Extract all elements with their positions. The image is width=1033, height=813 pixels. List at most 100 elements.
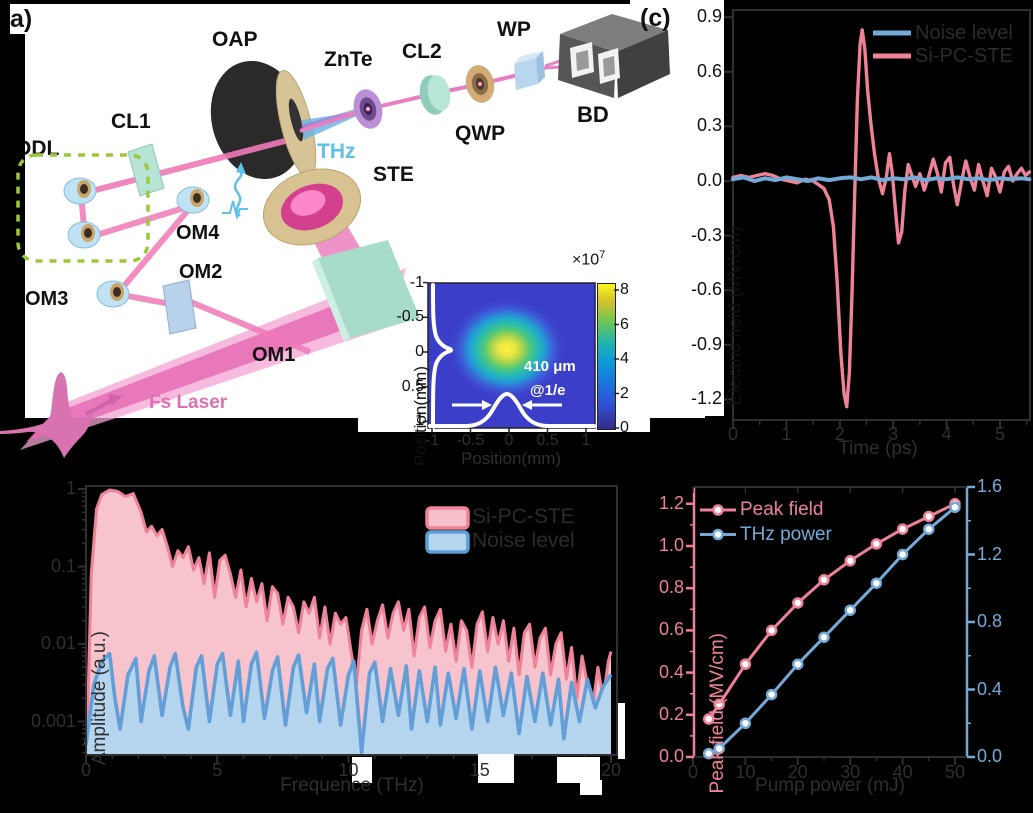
white-artifact xyxy=(352,757,372,783)
tick-label: 0 xyxy=(620,419,629,436)
pump-beam-core xyxy=(26,280,400,442)
thz-beam-focused xyxy=(302,110,370,140)
oap-hole xyxy=(288,98,304,142)
tick-label: 4 xyxy=(620,350,629,367)
label-om1: OM1 xyxy=(252,344,296,366)
label-ste: STE xyxy=(373,163,414,186)
marker-thz-power xyxy=(949,501,961,513)
marker-thz-power xyxy=(844,604,856,616)
axis-label-pump-power: Pump power (mJ) xyxy=(755,775,905,796)
tick-label: 10 xyxy=(338,760,359,780)
tick-label: 5 xyxy=(212,760,223,780)
tick-label: 1 xyxy=(415,412,424,430)
tick-label: 0.6 xyxy=(696,60,722,81)
figure-edge-strip xyxy=(0,34,25,426)
marker-thz-power xyxy=(713,742,725,755)
tick-label: -0.9 xyxy=(690,333,722,354)
panel-label-a: a) xyxy=(10,5,33,33)
panel-label-c: (c) xyxy=(640,4,671,32)
odl-mirror-bottom-center xyxy=(84,228,92,238)
thz-pulse-arrowhead xyxy=(236,162,246,174)
tick-label: 0.01 xyxy=(40,633,76,653)
tick-label: 15 xyxy=(469,760,490,780)
marker-peak-field xyxy=(896,523,909,535)
ste-glow xyxy=(290,190,326,216)
inset-axis-label-x: Position(mm) xyxy=(460,449,562,468)
legend-marker-peak-field xyxy=(712,504,724,516)
marker-peak-field xyxy=(923,510,935,523)
om4-mirror-center xyxy=(193,193,201,203)
bd-box-side xyxy=(616,30,670,98)
tick-label: 2 xyxy=(834,424,845,444)
legend-swatch-noise xyxy=(425,530,470,554)
white-artifact xyxy=(557,757,600,783)
tick-label: -0.3 xyxy=(690,224,722,245)
series-si-pc-ste xyxy=(731,28,1032,409)
wp-cube-side xyxy=(536,51,545,84)
label-bd: BD xyxy=(577,102,609,127)
tick-label: 1 xyxy=(781,424,792,444)
label-znte: ZnTe xyxy=(324,48,373,71)
label-wp: WP xyxy=(497,18,531,41)
figure-shape xyxy=(86,203,191,241)
tick-label: 4 xyxy=(941,424,952,444)
label-cl2: CL2 xyxy=(402,40,442,63)
legend-d-peak-field: Peak field xyxy=(740,499,824,520)
marker-thz-power xyxy=(739,717,752,729)
tick-label: 0.6 xyxy=(658,619,684,640)
figure-shape xyxy=(79,138,286,197)
tick-label: 0.001 xyxy=(30,710,76,731)
tick-label: 30 xyxy=(840,762,861,782)
colorbar-scale-exp: 7 xyxy=(599,249,606,261)
bd-box-top xyxy=(560,14,668,52)
tick-label: 1 xyxy=(581,432,591,449)
wp-cube-top xyxy=(514,51,543,64)
tick-label: 0.5 xyxy=(401,377,424,395)
wp-cube xyxy=(514,58,538,90)
tick-label: 0.2 xyxy=(658,703,684,724)
tick-label: -1 xyxy=(409,273,424,291)
tick-label: 3 xyxy=(888,424,899,444)
marker-thz-power xyxy=(923,523,935,535)
tick-label: 0.0 xyxy=(977,746,1003,766)
thz-pulse-waveform xyxy=(222,200,248,221)
legend-marker-thz-power xyxy=(712,528,724,541)
label-qwp: QWP xyxy=(455,122,506,145)
label-om4: OM4 xyxy=(176,222,220,244)
tick-label: 0 xyxy=(80,760,91,780)
label-om2: OM2 xyxy=(179,261,223,283)
bd-sensor-1 xyxy=(576,50,589,71)
tick-label: 0.4 xyxy=(658,661,684,682)
legend-c-noise: Noise level xyxy=(915,22,1013,44)
om1-mirror-edge xyxy=(312,258,350,342)
legend-d-thz-power: THz power xyxy=(740,524,832,545)
label-odl: ODL xyxy=(15,137,60,160)
marker-peak-field xyxy=(713,698,725,710)
fs-pulse-arrow xyxy=(85,398,114,416)
tick-label: 0.3 xyxy=(696,115,722,136)
axis-label-time: Time (ps) xyxy=(838,438,918,459)
label-cl1: CL1 xyxy=(111,110,151,133)
tick-label: -0.5 xyxy=(456,432,485,449)
fs-pulse-arrowhead xyxy=(108,394,122,406)
marker-peak-field xyxy=(702,713,715,725)
marker-peak-field xyxy=(818,574,830,586)
tick-label: 10 xyxy=(735,762,756,782)
beam-profile-curve-vertical xyxy=(431,283,453,429)
tick-label: 2 xyxy=(620,384,629,402)
marker-thz-power xyxy=(792,658,804,670)
tick-label: 0.1 xyxy=(50,555,76,576)
tick-label: 0.0 xyxy=(696,170,722,190)
qwp-beam-spot xyxy=(478,82,482,86)
odl-dashed-box xyxy=(16,153,150,263)
marker-peak-field xyxy=(844,555,856,567)
tick-label: 0 xyxy=(504,432,514,449)
tick-label: -0.6 xyxy=(690,279,722,300)
legend-c-signal: Si-PC-STE xyxy=(915,45,1013,67)
label-oap: OAP xyxy=(212,28,258,51)
colorbar-scale: ×107 xyxy=(572,249,605,269)
om3-mirror-center xyxy=(113,287,121,297)
tick-label: 20 xyxy=(787,762,808,782)
